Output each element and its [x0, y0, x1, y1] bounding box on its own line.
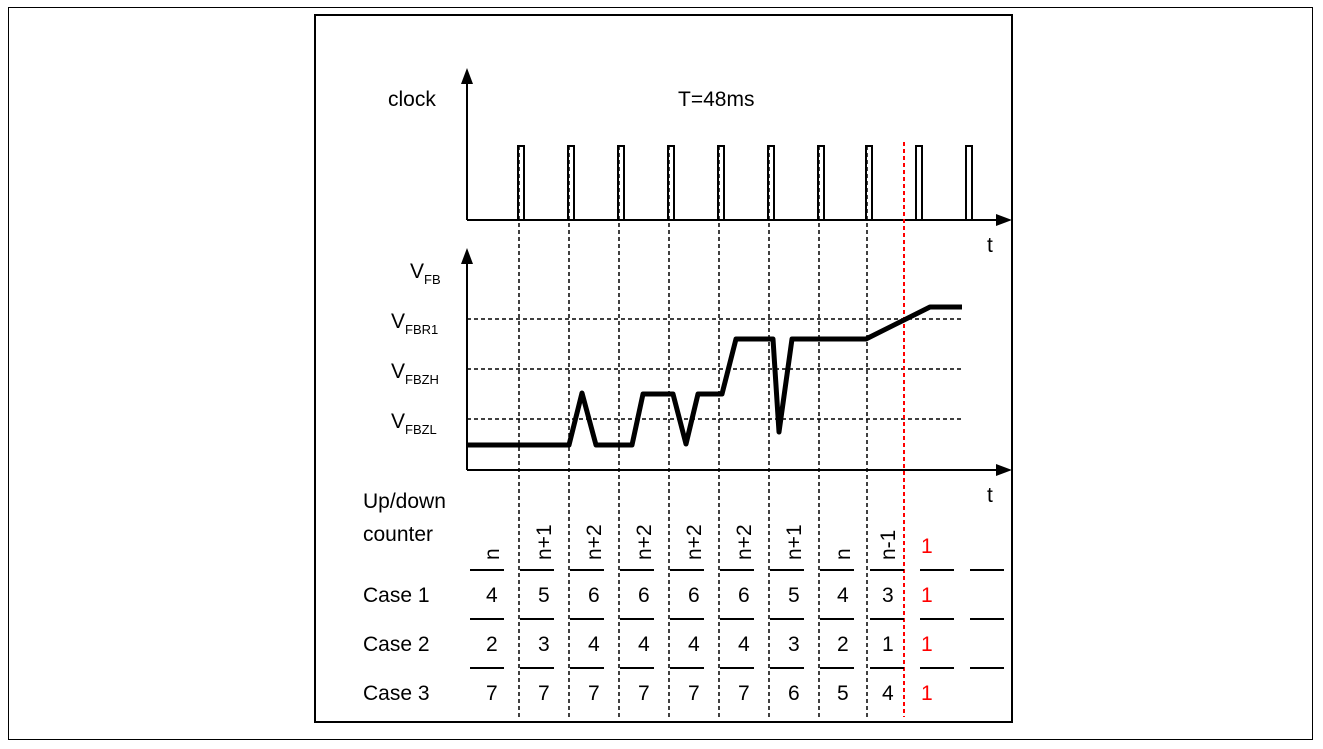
case-cell: 4	[882, 682, 894, 705]
clock-label: clock	[388, 88, 436, 111]
level-label-fbzl: V FBZL	[391, 410, 437, 437]
vfb-y-label-main: V	[410, 260, 424, 283]
clock-pulse	[965, 145, 973, 220]
counter-headers: n n+1 n+2 n+2 n+2 n+2 n+1 n n-1	[481, 524, 900, 560]
counter-header: n+2	[583, 524, 606, 560]
clock-pulse	[717, 145, 725, 220]
vfb-waveform	[467, 304, 962, 448]
clock-pulse	[915, 145, 923, 220]
case-label: Case 2	[363, 633, 430, 656]
case-row: Case 3 7 7 7 7 7 7 6 5 4 1	[363, 682, 933, 705]
level-label-main: V	[391, 410, 405, 433]
counter-reset-header: 1	[921, 535, 933, 558]
case-cell: 3	[882, 584, 894, 607]
counter-header: n+1	[783, 524, 806, 560]
counter-header: n+2	[633, 524, 656, 560]
clock-pulse	[617, 145, 625, 220]
case-reset-cell: 1	[921, 682, 933, 705]
case-cell: 5	[788, 584, 800, 607]
clock-period-label: T=48ms	[678, 88, 754, 111]
case-cell: 2	[837, 633, 849, 656]
clock-time-axis-label: t	[987, 234, 993, 257]
vfb-x-arrow-icon	[996, 464, 1012, 476]
case-cell: 7	[538, 682, 550, 705]
case-cell: 4	[688, 633, 700, 656]
level-label-fbr1: V FBR1	[391, 310, 438, 337]
vfb-y-label: V FB	[410, 260, 441, 287]
outer-frame	[8, 7, 1313, 740]
counter-header: n+2	[683, 524, 706, 560]
case-cell: 7	[738, 682, 750, 705]
case-cell: 6	[688, 584, 700, 607]
case-cell: 4	[738, 633, 750, 656]
case-label: Case 1	[363, 584, 430, 607]
clock-pulse	[817, 145, 825, 220]
case-cell: 7	[588, 682, 600, 705]
clock-pulse	[667, 145, 675, 220]
clock-pulse	[517, 145, 525, 220]
level-label-main: V	[391, 360, 405, 383]
vfb-y-label-sub: FB	[424, 272, 441, 287]
case-reset-cell: 1	[921, 633, 933, 656]
case-cell: 2	[486, 633, 498, 656]
counter-label-line2: counter	[363, 523, 433, 546]
case-cell: 6	[738, 584, 750, 607]
counter-header: n	[832, 548, 855, 560]
case-rows: Case 1 4 5 6 6 6 6 5 4 3 1 Case 2 2 3 4 4 4 4 3 2 1 1 Case 3 7 7…	[363, 584, 933, 705]
case-cell: 4	[588, 633, 600, 656]
case-cell: 7	[638, 682, 650, 705]
level-label-sub: FBZL	[405, 422, 437, 437]
case-cell: 7	[486, 682, 498, 705]
case-cell: 4	[486, 584, 498, 607]
counter-header: n+1	[533, 524, 556, 560]
case-cell: 4	[837, 584, 849, 607]
case-cell: 3	[788, 633, 800, 656]
counter-label-line1: Up/down	[363, 490, 446, 513]
case-cell: 7	[688, 682, 700, 705]
counter-header: n-1	[877, 530, 900, 560]
vfb-axes	[461, 248, 1012, 476]
case-cell: 6	[638, 584, 650, 607]
counter-header: n	[481, 548, 504, 560]
clock-pulses	[517, 145, 973, 220]
clock-pulse	[567, 145, 575, 220]
level-label-fbzh: V FBZH	[391, 360, 439, 387]
case-cell: 6	[588, 584, 600, 607]
clock-pulse	[767, 145, 775, 220]
counter-header: n+2	[733, 524, 756, 560]
case-cell: 5	[538, 584, 550, 607]
case-row: Case 1 4 5 6 6 6 6 5 4 3 1	[363, 584, 933, 607]
case-cell: 1	[882, 633, 894, 656]
clock-y-arrow-icon	[461, 68, 473, 84]
case-cell: 5	[837, 682, 849, 705]
clock-x-arrow-icon	[996, 214, 1012, 226]
case-row: Case 2 2 3 4 4 4 4 3 2 1 1	[363, 633, 933, 656]
case-cell: 3	[538, 633, 550, 656]
clock-pulse	[865, 145, 873, 220]
vfb-time-axis-label: t	[987, 484, 993, 507]
level-label-sub: FBR1	[405, 322, 438, 337]
row-dividers	[470, 569, 1004, 669]
case-reset-cell: 1	[921, 584, 933, 607]
clock-axes	[461, 68, 1012, 226]
diagram-frame	[314, 14, 1013, 723]
case-cell: 6	[788, 682, 800, 705]
level-label-main: V	[391, 310, 405, 333]
case-label: Case 3	[363, 682, 430, 705]
case-cell: 4	[638, 633, 650, 656]
level-label-sub: FBZH	[405, 372, 439, 387]
vfb-y-arrow-icon	[461, 248, 473, 264]
